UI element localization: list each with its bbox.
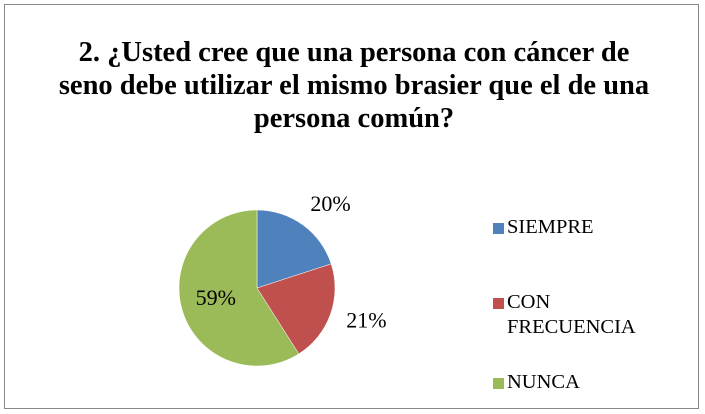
chart-title: 2. ¿Usted cree que una persona con cánce… — [58, 37, 650, 134]
legend-label: SIEMPRE — [507, 216, 594, 238]
legend-label: NUNCA — [507, 371, 580, 393]
pie-slice — [178, 209, 300, 367]
legend-swatch — [493, 298, 504, 309]
legend-label: CON FRECUENCIA — [507, 291, 636, 338]
legend-swatch — [493, 223, 504, 234]
legend-entry: CON FRECUENCIA — [493, 290, 657, 340]
legend-entry: SIEMPRE — [493, 215, 657, 240]
chart-border — [4, 4, 699, 409]
pie-slice — [256, 263, 336, 355]
legend-entry: NUNCA — [493, 370, 657, 395]
legend-swatch — [493, 378, 504, 389]
pie-slice — [256, 209, 332, 289]
data-label: 21% — [346, 307, 386, 332]
data-label: 20% — [310, 191, 350, 216]
data-label: 59% — [196, 285, 236, 310]
